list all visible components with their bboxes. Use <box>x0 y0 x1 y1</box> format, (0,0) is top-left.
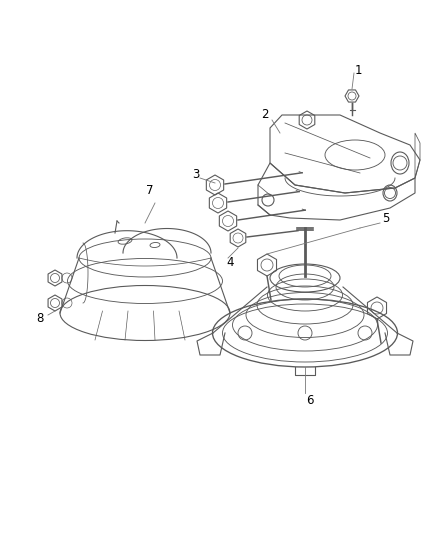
Text: 2: 2 <box>261 109 269 122</box>
Text: 5: 5 <box>382 213 390 225</box>
Text: 7: 7 <box>146 184 154 198</box>
Text: 8: 8 <box>36 311 44 325</box>
Text: 3: 3 <box>192 168 200 182</box>
Text: 1: 1 <box>354 64 362 77</box>
Text: 4: 4 <box>226 256 234 270</box>
Text: 6: 6 <box>306 394 314 408</box>
